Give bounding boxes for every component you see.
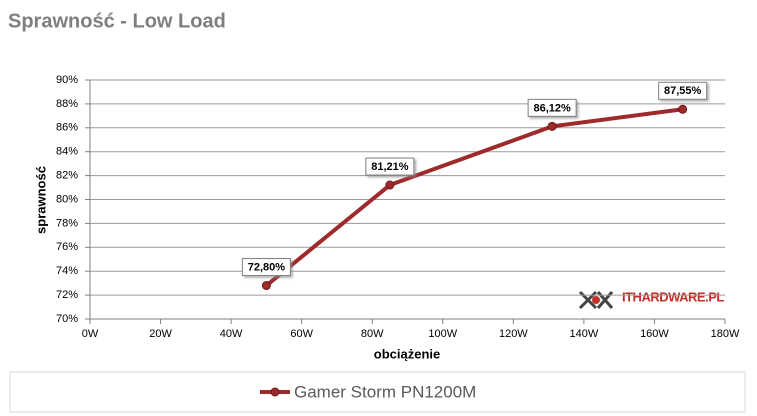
marker bbox=[678, 104, 688, 114]
data-label-box bbox=[658, 81, 708, 100]
marker bbox=[261, 281, 271, 291]
x-tick-label: 180W bbox=[711, 328, 740, 340]
legend-marker bbox=[270, 387, 280, 397]
x-tick-label: 20W bbox=[149, 328, 172, 340]
x-tick-label: 0W bbox=[82, 328, 99, 340]
x-tick-label: 80W bbox=[361, 328, 384, 340]
data-label-bg bbox=[527, 98, 577, 117]
data-label-box bbox=[527, 98, 577, 117]
x-tick-label: 60W bbox=[290, 328, 313, 340]
data-label: 87,55% bbox=[664, 85, 702, 97]
y-tick-label: 80% bbox=[56, 193, 78, 205]
y-tick-label: 90% bbox=[56, 74, 78, 86]
marker bbox=[547, 121, 557, 131]
x-tick-label: 140W bbox=[570, 328, 599, 340]
y-tick-label: 78% bbox=[56, 217, 78, 229]
y-axis-label: sprawność bbox=[33, 166, 48, 234]
y-tick-label: 84% bbox=[56, 146, 78, 158]
data-label-bg bbox=[365, 157, 415, 176]
x-tick-label: 100W bbox=[428, 328, 457, 340]
y-tick-label: 86% bbox=[56, 122, 78, 134]
x-tick-label: 160W bbox=[640, 328, 669, 340]
series-line bbox=[265, 107, 683, 288]
watermark-logo bbox=[578, 290, 614, 310]
data-label: 72,80% bbox=[248, 261, 286, 273]
legend-label: Gamer Storm PN1200M bbox=[294, 382, 476, 401]
marker bbox=[385, 180, 395, 190]
data-label-box bbox=[241, 258, 291, 277]
y-tick-label: 88% bbox=[56, 98, 78, 110]
x-axis-label: obciążenie bbox=[374, 346, 440, 361]
y-tick-label: 72% bbox=[56, 289, 78, 301]
x-tick-label: 120W bbox=[499, 328, 528, 340]
data-label-bg bbox=[658, 81, 708, 100]
chart-title: Sprawność - Low Load bbox=[8, 10, 226, 32]
data-label-bg bbox=[241, 258, 291, 277]
data-label: 86,12% bbox=[533, 102, 571, 114]
y-tick-label: 76% bbox=[56, 241, 78, 253]
y-tick-label: 82% bbox=[56, 170, 78, 182]
y-tick-label: 70% bbox=[56, 313, 78, 325]
x-tick-label: 40W bbox=[220, 328, 243, 340]
data-label: 81,21% bbox=[371, 161, 409, 173]
y-tick-label: 74% bbox=[56, 265, 78, 277]
legend-box bbox=[9, 371, 746, 413]
watermark: ITHARDWARE.PL bbox=[622, 289, 724, 304]
data-label-box bbox=[365, 157, 415, 176]
